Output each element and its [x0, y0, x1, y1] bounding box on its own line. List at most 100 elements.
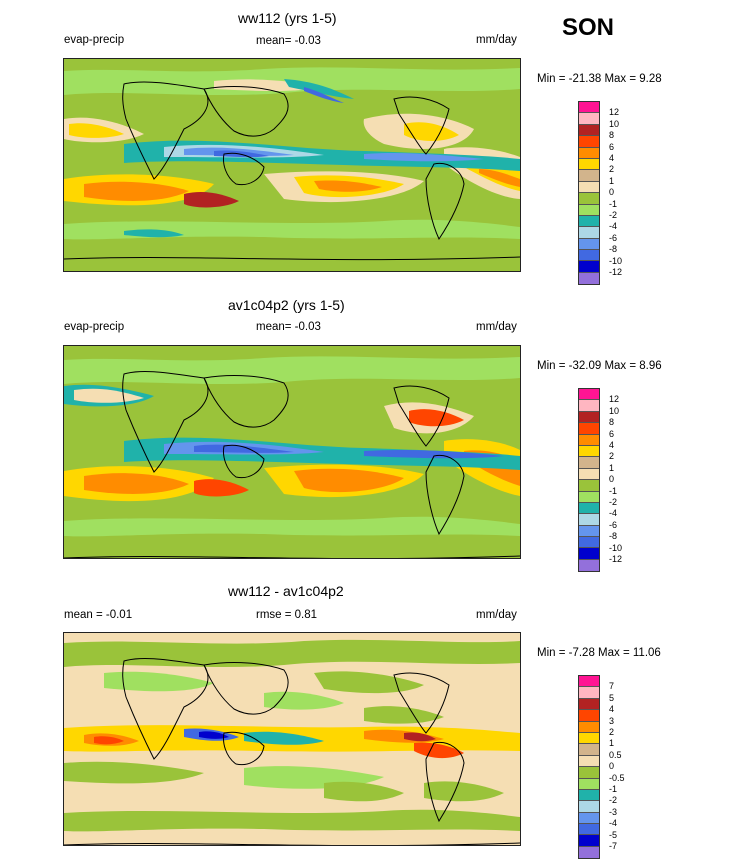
panel-1-colorbar [578, 101, 600, 286]
panel-2-title: av1c04p2 (yrs 1-5) [228, 297, 345, 313]
colorbar-tick-label: 6 [609, 141, 615, 152]
colorbar-swatch [579, 812, 599, 825]
colorbar-swatch [579, 423, 599, 435]
colorbar-swatch [579, 136, 599, 148]
colorbar-swatch [579, 801, 599, 813]
panel-3-mean: mean = -0.01 [64, 609, 133, 621]
colorbar-swatch [579, 732, 599, 745]
panel-3-minmax: Min = -7.28 Max = 11.06 [537, 647, 661, 659]
colorbar-tick-label: -3 [609, 806, 618, 817]
colorbar-tick-label: 8 [609, 417, 615, 428]
colorbar-tick-label: 0 [609, 761, 615, 772]
colorbar-tick-label: -8 [609, 531, 618, 542]
colorbar-swatch [579, 789, 599, 802]
colorbar-swatch [579, 215, 599, 228]
colorbar-tick-label: 5 [609, 692, 615, 703]
colorbar-swatch [579, 193, 599, 205]
colorbar-tick-label: -2 [609, 210, 618, 220]
colorbar-tick-label: 4 [609, 153, 615, 163]
colorbar-tick-label: 1 [609, 175, 615, 186]
colorbar-tick-label: -7 [609, 841, 618, 851]
colorbar-tick-label: -10 [609, 542, 623, 553]
panel-2-units: mm/day [476, 321, 517, 333]
colorbar-tick-label: 2 [609, 164, 615, 175]
panel-2-mean: mean= -0.03 [256, 321, 321, 333]
colorbar-tick-label: -1 [609, 485, 618, 496]
panel-2-variable: evap-precip [64, 321, 125, 333]
colorbar-swatch [579, 502, 599, 515]
panel-1-minmax: Min = -21.38 Max = 9.28 [537, 73, 662, 85]
colorbar-tick-label: -4 [609, 818, 618, 829]
colorbar-swatch [579, 445, 599, 458]
colorbar-swatch [579, 113, 599, 125]
colorbar-swatch [579, 744, 599, 756]
panel-3-map [63, 632, 521, 846]
colorbar-tick-label: 1 [609, 462, 615, 473]
panel-2-minmax: Min = -32.09 Max = 8.96 [537, 360, 662, 372]
colorbar-swatch [579, 272, 599, 285]
colorbar-swatch [579, 181, 599, 194]
colorbar-tick-label: -6 [609, 519, 618, 530]
colorbar-swatch [579, 102, 599, 114]
panel-3-units: mm/day [476, 609, 517, 621]
colorbar-swatch [579, 261, 599, 273]
colorbar-swatch [579, 480, 599, 492]
colorbar-swatch [579, 124, 599, 137]
colorbar-tick-label: -8 [609, 244, 618, 255]
colorbar-swatch [579, 687, 599, 699]
colorbar-swatch [579, 434, 599, 446]
colorbar-tick-label: 10 [609, 405, 620, 416]
colorbar-swatch [579, 846, 599, 859]
colorbar-swatch [579, 468, 599, 481]
colorbar-swatch [579, 824, 599, 836]
panel-2-colorbar [578, 388, 600, 573]
colorbar-swatch [579, 537, 599, 549]
colorbar-tick-label: 8 [609, 130, 615, 141]
colorbar-tick-label: 4 [609, 704, 615, 715]
colorbar-swatch [579, 170, 599, 182]
colorbar-swatch [579, 767, 599, 779]
colorbar-tick-label: -4 [609, 221, 618, 232]
colorbar-swatch [579, 250, 599, 262]
colorbar-swatch [579, 698, 599, 711]
colorbar-swatch [579, 400, 599, 412]
colorbar-swatch [579, 721, 599, 733]
panel-1-title: ww112 (yrs 1-5) [238, 10, 337, 26]
colorbar-tick-label: 7 [609, 681, 615, 692]
colorbar-tick-label: -5 [609, 829, 618, 840]
colorbar-tick-label: -10 [609, 255, 623, 266]
colorbar-tick-label: -1 [609, 784, 618, 794]
colorbar-tick-label: 2 [609, 451, 615, 462]
panel-3-colorbar [578, 675, 600, 860]
colorbar-swatch [579, 238, 599, 251]
season-title: SON [562, 14, 615, 41]
panel-2-map [63, 345, 521, 559]
colorbar-tick-label: 12 [609, 394, 620, 405]
colorbar-tick-label: 4 [609, 440, 615, 450]
colorbar-swatch [579, 457, 599, 469]
colorbar-tick-label: 0.5 [609, 749, 622, 760]
colorbar-swatch [579, 147, 599, 159]
colorbar-swatch [579, 158, 599, 171]
colorbar-swatch [579, 389, 599, 401]
colorbar-swatch [579, 559, 599, 572]
colorbar-tick-label: 6 [609, 428, 615, 439]
colorbar-swatch [579, 548, 599, 560]
colorbar-swatch [579, 227, 599, 239]
colorbar-swatch [579, 491, 599, 503]
colorbar-tick-label: 2 [609, 727, 615, 737]
colorbar-swatch [579, 778, 599, 790]
colorbar-tick-label: -6 [609, 232, 618, 243]
colorbar-swatch [579, 525, 599, 538]
colorbar-tick-label: -2 [609, 795, 618, 806]
colorbar-tick-label: 3 [609, 715, 615, 726]
colorbar-tick-label: 0 [609, 474, 615, 485]
panel-1-variable: evap-precip [64, 34, 125, 46]
colorbar-swatch [579, 204, 599, 216]
colorbar-swatch [579, 676, 599, 688]
colorbar-tick-label: -0.5 [609, 772, 625, 783]
colorbar-swatch [579, 710, 599, 722]
colorbar-swatch [579, 514, 599, 526]
colorbar-tick-label: 1 [609, 738, 615, 749]
colorbar-tick-label: 0 [609, 187, 615, 198]
